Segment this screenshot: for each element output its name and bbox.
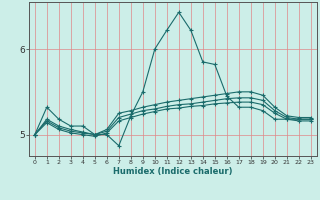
X-axis label: Humidex (Indice chaleur): Humidex (Indice chaleur) [113, 167, 233, 176]
